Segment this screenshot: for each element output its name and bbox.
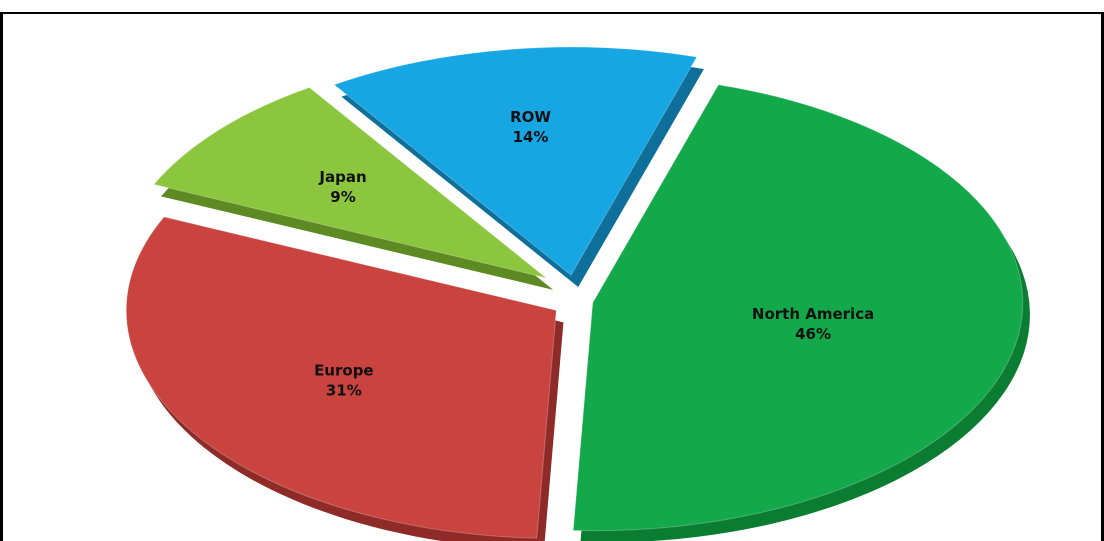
pie-value-north-america: 46%	[795, 325, 831, 343]
pie-slice-japan	[152, 86, 547, 279]
pie-slice-europe	[125, 216, 557, 539]
pie-label-europe: Europe	[314, 362, 374, 380]
pie-label-row: ROW	[510, 108, 551, 126]
pie-slice-north-america	[572, 84, 1024, 532]
pie-value-japan: 9%	[330, 188, 355, 206]
pie-labels: North America 46% Europe 31% Japan 9% ROW 14%	[314, 108, 874, 400]
top-border-line	[0, 12, 1104, 14]
pie-label-japan: Japan	[318, 168, 366, 186]
left-border	[0, 12, 3, 541]
top-border	[0, 0, 1104, 14]
right-border	[1101, 12, 1104, 541]
pie-slice-row	[333, 46, 698, 276]
pie-value-europe: 31%	[326, 382, 362, 400]
pie-value-row: 14%	[513, 128, 549, 146]
pie-label-north-america: North America	[752, 305, 874, 323]
pie-slice-tops	[125, 46, 1024, 539]
